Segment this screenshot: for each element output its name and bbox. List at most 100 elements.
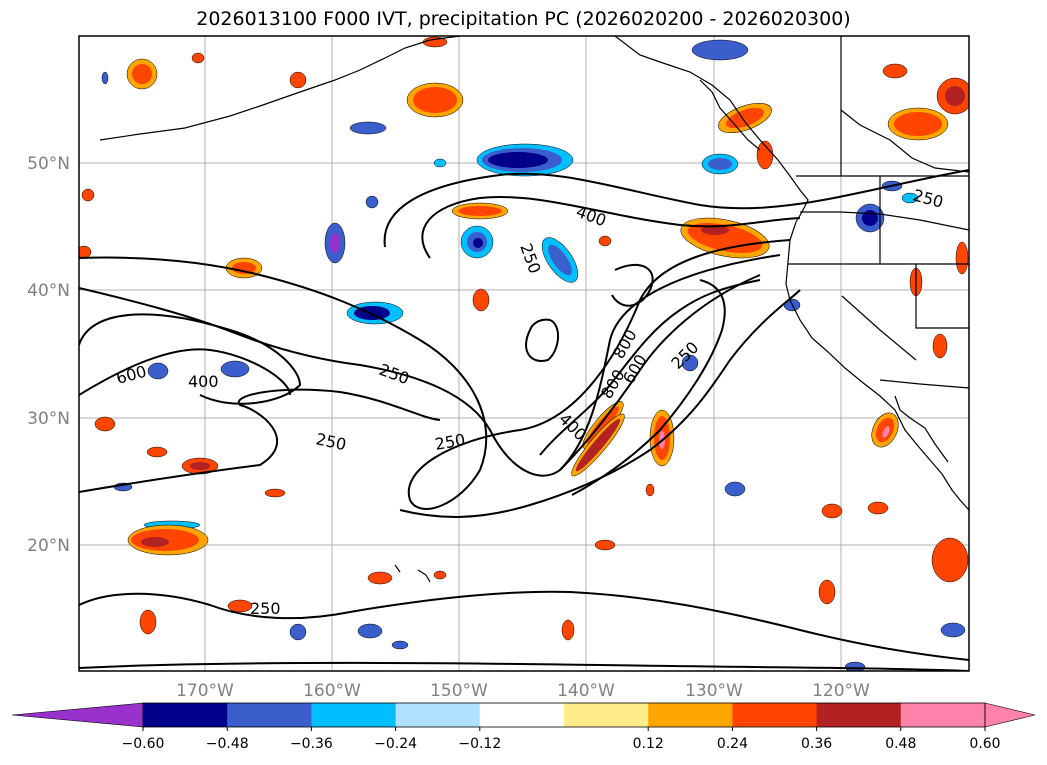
colorbar-band [564, 703, 649, 727]
blob-pos [132, 64, 152, 84]
blob-pos [594, 539, 616, 551]
state-border-wa-or [800, 211, 969, 231]
contour-600-main [79, 348, 291, 396]
colorbar-tick-label: 0.60 [969, 736, 1000, 752]
colorbar-outline [142, 702, 986, 728]
aleutian-coast [99, 36, 461, 141]
blob-pos [821, 503, 843, 519]
lon-labels: 170°W 160°W 150°W 140°W 130°W 120°W [176, 681, 870, 701]
blob-pos [945, 86, 965, 106]
contour-label: 250 [314, 429, 348, 454]
baja-coast [894, 395, 949, 463]
blob-neg [473, 238, 483, 248]
colorbar-band [900, 703, 986, 727]
colorbar-band [816, 703, 902, 727]
contour-label: 400 [188, 372, 219, 391]
blob-pos [81, 188, 95, 202]
blob-pos [139, 609, 157, 635]
blob-neg [691, 39, 749, 61]
blob-pos [587, 406, 619, 444]
contour-250-north-loop [383, 169, 969, 248]
state-border-nv [915, 264, 969, 329]
positive-anomalies [79, 36, 969, 641]
us-west-coast [785, 221, 969, 511]
contour-600-core [559, 274, 761, 471]
contour-250-cape [79, 313, 302, 405]
blob-pos [227, 599, 253, 613]
bc-islands [699, 79, 761, 151]
contour-label: 250 [377, 360, 412, 388]
colorbar-band [395, 703, 481, 727]
lat-labels: 50°N 40°N 30°N 20°N [27, 154, 70, 556]
blob-pos [867, 501, 889, 515]
contour-250-ring [525, 318, 559, 362]
gridlines [79, 36, 969, 671]
blob-pos [191, 52, 205, 64]
lon-label-160: 160°W [303, 681, 361, 701]
blob-neg [681, 354, 699, 372]
blob-pos [931, 537, 969, 583]
blob-pos [701, 225, 729, 235]
blob-pos [367, 571, 393, 585]
contour-250-south [79, 590, 969, 661]
colorbar-tick-label: −0.36 [290, 736, 333, 752]
us-mexico-border [879, 379, 969, 389]
blob-pos [264, 488, 286, 498]
colorbar-tick-label: 0.36 [801, 736, 832, 752]
contour-250-tail [571, 279, 726, 496]
negative-anomalies [101, 39, 966, 671]
coastlines [99, 36, 969, 583]
colorbar-extend-high [984, 702, 1036, 728]
blob-pos [289, 71, 307, 89]
lon-label-150: 150°W [430, 681, 488, 701]
blob-neg [349, 121, 387, 135]
blob-pos [955, 241, 969, 275]
blob-pos [882, 426, 890, 438]
colorbar-extend-low [11, 702, 144, 728]
hawaii-2 [394, 564, 401, 573]
contour-label: 250 [911, 186, 945, 212]
lon-label-170: 170°W [176, 681, 234, 701]
colorbar-band [479, 703, 565, 727]
blob-neg [862, 210, 878, 226]
hawaii-1 [417, 569, 431, 583]
map-frame [78, 35, 970, 672]
blob-pos [458, 206, 502, 216]
blob-pos [141, 537, 169, 547]
blob-neg [357, 623, 383, 639]
colorbar-band [311, 703, 397, 727]
contour-250-main [79, 239, 791, 510]
blob-pos [894, 112, 942, 136]
blob-pos [818, 579, 836, 605]
contour-label: 600 [114, 362, 148, 388]
colorbar-ticks: −0.60 −0.48 −0.36 −0.24 −0.12 0.12 0.24 0.36 0.4… [122, 727, 1001, 752]
ivt-contours [79, 169, 969, 671]
lat-label-50: 50°N [27, 154, 70, 174]
colorbar-band [648, 703, 733, 727]
blob-neg [147, 362, 169, 380]
lon-label-140: 140°W [557, 681, 615, 701]
blob-neg [330, 233, 340, 253]
blob-pos [413, 87, 457, 113]
contour-400-north-loop [421, 196, 801, 259]
colorbar-band [143, 703, 228, 727]
colorbar [11, 702, 1036, 728]
lat-label-20: 20°N [27, 536, 70, 556]
contour-400-main [79, 254, 781, 477]
contour-250-subtrop [399, 289, 801, 518]
lat-label-30: 30°N [27, 409, 70, 429]
contour-label: 250 [516, 241, 544, 276]
contour-label: 250 [250, 599, 281, 618]
blob-pos [726, 107, 764, 129]
contour-250-inner [611, 263, 654, 307]
blob-pos [146, 446, 168, 458]
colorbar-tick-label: 0.48 [885, 736, 916, 752]
blob-pos [645, 483, 655, 497]
colorbar-tick-label: 0.12 [633, 736, 664, 752]
blob-neg [488, 152, 548, 168]
colorbar-band [227, 703, 312, 727]
map-title: 2026013100 F000 IVT, precipitation PC (2… [196, 8, 851, 30]
colorbar-tick-label: 0.24 [717, 736, 748, 752]
